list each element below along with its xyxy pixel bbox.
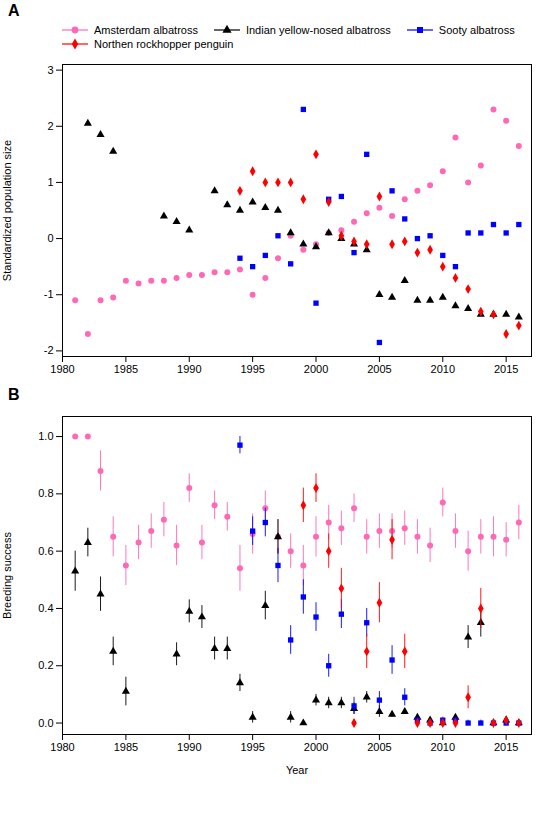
svg-text:1980: 1980 bbox=[50, 741, 74, 753]
html-text:Northen rockhopper penguin: Northen rockhopper penguin bbox=[94, 38, 234, 50]
svg-text:2015: 2015 bbox=[494, 741, 518, 753]
svg-text:-1: -1 bbox=[44, 288, 54, 300]
svg-text:1985: 1985 bbox=[114, 741, 138, 753]
svg-text:2000: 2000 bbox=[304, 741, 328, 753]
svg-text:2: 2 bbox=[47, 120, 53, 132]
html-text:Indian yellow-nosed albatross: Indian yellow-nosed albatross bbox=[245, 24, 391, 36]
html-text:Sooty albatross: Sooty albatross bbox=[438, 24, 515, 36]
svg-text:0.6: 0.6 bbox=[38, 545, 53, 557]
svg-text:0.2: 0.2 bbox=[38, 659, 53, 671]
svg-text:1990: 1990 bbox=[177, 363, 201, 375]
svg-text:Standardized population size: Standardized population size bbox=[1, 140, 13, 281]
html-text:B: B bbox=[8, 386, 20, 403]
html-text:Amsterdam albatross: Amsterdam albatross bbox=[94, 24, 198, 36]
svg-text:0.4: 0.4 bbox=[38, 602, 53, 614]
svg-text:1995: 1995 bbox=[240, 363, 264, 375]
svg-text:2010: 2010 bbox=[431, 741, 455, 753]
svg-text:2000: 2000 bbox=[304, 363, 328, 375]
svg-text:0.0: 0.0 bbox=[38, 717, 53, 729]
svg-text:-2: -2 bbox=[44, 344, 54, 356]
svg-text:3: 3 bbox=[47, 64, 53, 76]
svg-text:2015: 2015 bbox=[494, 363, 518, 375]
svg-text:Breeding success: Breeding success bbox=[1, 532, 13, 619]
svg-text:1: 1 bbox=[47, 176, 53, 188]
svg-text:Year: Year bbox=[286, 764, 309, 776]
svg-text:1980: 1980 bbox=[50, 363, 74, 375]
html-text:A: A bbox=[8, 2, 20, 19]
svg-text:1985: 1985 bbox=[114, 363, 138, 375]
svg-text:2005: 2005 bbox=[367, 363, 391, 375]
svg-text:0.8: 0.8 bbox=[38, 487, 53, 499]
svg-text:1995: 1995 bbox=[240, 741, 264, 753]
svg-text:0: 0 bbox=[47, 232, 53, 244]
svg-text:1990: 1990 bbox=[177, 741, 201, 753]
svg-text:2005: 2005 bbox=[367, 741, 391, 753]
svg-text:2010: 2010 bbox=[431, 363, 455, 375]
svg-text:1.0: 1.0 bbox=[38, 430, 53, 442]
